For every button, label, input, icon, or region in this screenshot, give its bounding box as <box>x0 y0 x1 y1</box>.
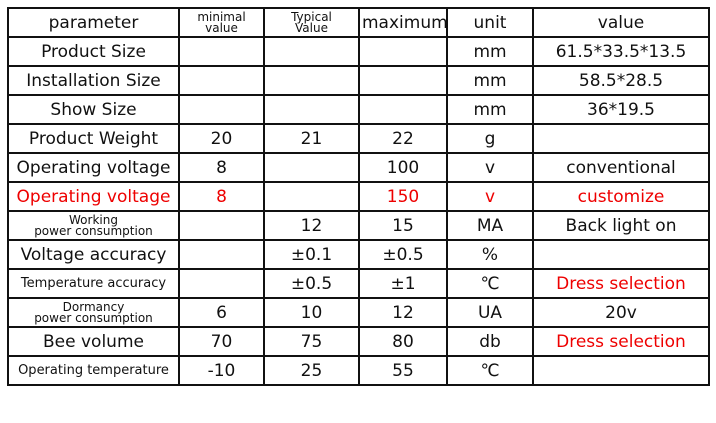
header-cell: unit <box>446 7 534 38</box>
table-cell: Temperature accuracy <box>7 268 180 299</box>
table-cell: 80 <box>358 326 448 357</box>
table-cell: 58.5*28.5 <box>532 65 710 96</box>
table-row: Voltage accuracy ±0.1 ±0.5% <box>7 239 710 270</box>
header-cell: Typical Value <box>263 7 360 38</box>
table-cell: mm <box>446 36 534 67</box>
table-cell: 22 <box>358 123 448 154</box>
table-cell: 8 <box>178 152 265 183</box>
table-cell: ±0.5 <box>358 239 448 270</box>
table-cell: 12 <box>263 210 360 241</box>
table-cell: g <box>446 123 534 154</box>
table-cell: 61.5*33.5*13.5 <box>532 36 710 67</box>
table-cell: db <box>446 326 534 357</box>
table-cell: 21 <box>263 123 360 154</box>
table-cell: Product Size <box>7 36 180 67</box>
table-cell: ±1 <box>358 268 448 299</box>
table-cell <box>358 36 448 67</box>
table-cell <box>532 239 710 270</box>
table-row: Temperature accuracy ±0.5 ±1 ℃ Dress selecti… <box>7 268 710 299</box>
table-cell: mm <box>446 94 534 125</box>
table-cell <box>178 36 265 67</box>
header-row: parameter minimal value Typical Value maxim… <box>7 7 710 38</box>
table-cell <box>358 94 448 125</box>
header-cell: maximum <box>358 7 448 38</box>
table-cell <box>532 355 710 386</box>
table-cell: Operating voltage <box>7 152 180 183</box>
table-cell: Dress selection <box>532 326 710 357</box>
table-cell: ±0.5 <box>263 268 360 299</box>
table-row: Installation Size mm 58.5*28.5 <box>7 65 710 96</box>
table-cell: 100 <box>358 152 448 183</box>
table-row: Product Size mm 61.5*33.5*13.5 <box>7 36 710 67</box>
table-cell <box>178 94 265 125</box>
table-cell: Back light on <box>532 210 710 241</box>
table-cell <box>358 65 448 96</box>
table-row: Operating voltage 8 100 v conventional <box>7 152 710 183</box>
header-cell: minimal value <box>178 7 265 38</box>
table-row: Working power consumption 12 15 MA Back ligh… <box>7 210 710 241</box>
table-cell: Dormancy power consumption <box>7 297 180 328</box>
table-cell: Voltage accuracy <box>7 239 180 270</box>
table-cell: -10 <box>178 355 265 386</box>
table-row: Operating voltage 8 150 v customize <box>7 181 710 212</box>
table-cell: 15 <box>358 210 448 241</box>
table-cell: 70 <box>178 326 265 357</box>
table-cell: v <box>446 152 534 183</box>
table-cell: 8 <box>178 181 265 212</box>
table-cell: % <box>446 239 534 270</box>
table-cell: 25 <box>263 355 360 386</box>
spec-table: parameter minimal value Typical Value maxim… <box>7 7 710 386</box>
table-cell: Working power consumption <box>7 210 180 241</box>
table-cell: mm <box>446 65 534 96</box>
table-cell: Show Size <box>7 94 180 125</box>
table-cell <box>532 123 710 154</box>
table-cell <box>263 94 360 125</box>
table-cell: MA <box>446 210 534 241</box>
table-cell: 150 <box>358 181 448 212</box>
table-cell: 55 <box>358 355 448 386</box>
table-cell <box>263 181 360 212</box>
table-cell <box>263 65 360 96</box>
table-cell: Operating temperature <box>7 355 180 386</box>
table-row: Bee volume 70 75 80 db Dress selection <box>7 326 710 357</box>
table-cell: 36*19.5 <box>532 94 710 125</box>
table-cell <box>178 210 265 241</box>
table-cell: Dress selection <box>532 268 710 299</box>
table-cell <box>263 152 360 183</box>
table-cell: 75 <box>263 326 360 357</box>
table-cell: 20 <box>178 123 265 154</box>
table-cell: customize <box>532 181 710 212</box>
table-cell <box>178 268 265 299</box>
table-cell: UA <box>446 297 534 328</box>
table-cell <box>178 65 265 96</box>
table-cell: 10 <box>263 297 360 328</box>
table-row: Operating temperature -10 25 55 ℃ <box>7 355 710 386</box>
table-cell: ℃ <box>446 355 534 386</box>
table-cell: 20v <box>532 297 710 328</box>
table-cell: conventional <box>532 152 710 183</box>
table-cell: v <box>446 181 534 212</box>
table-cell: Product Weight <box>7 123 180 154</box>
table-cell: Bee volume <box>7 326 180 357</box>
table-row: Dormancy power consumption 6 10 12 UA 20v <box>7 297 710 328</box>
table-cell: 6 <box>178 297 265 328</box>
table-cell: ±0.1 <box>263 239 360 270</box>
table-cell: ℃ <box>446 268 534 299</box>
table-cell <box>178 239 265 270</box>
header-cell: value <box>532 7 710 38</box>
table-cell <box>263 36 360 67</box>
table-cell: Installation Size <box>7 65 180 96</box>
table-row: Show Size mm 36*19.5 <box>7 94 710 125</box>
table-row: Product Weight 20 21 22 g <box>7 123 710 154</box>
table-cell: Operating voltage <box>7 181 180 212</box>
header-cell: parameter <box>7 7 180 38</box>
table-cell: 12 <box>358 297 448 328</box>
